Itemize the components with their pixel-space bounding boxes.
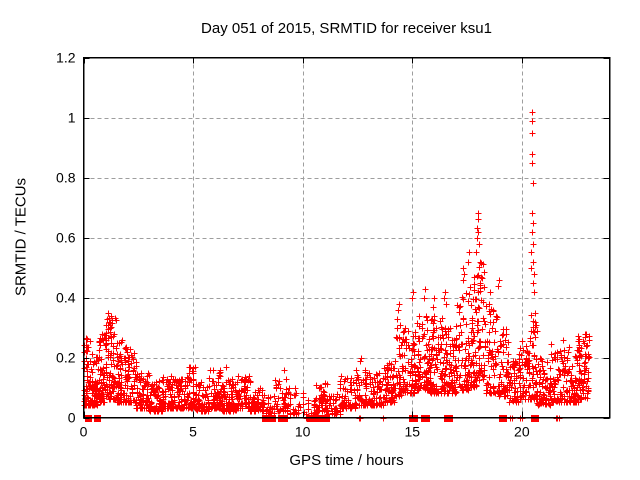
y-tick-label: 0.8 [56, 170, 76, 186]
y-tick-label: 0.2 [56, 350, 76, 366]
y-tick-label: 0.6 [56, 230, 76, 246]
y-tick-label: 1.2 [56, 50, 76, 66]
y-tick-label: 1 [68, 110, 76, 126]
x-tick-label: 5 [189, 424, 197, 440]
zero-value-square-markers [85, 415, 539, 422]
x-tick-label: 10 [295, 424, 311, 440]
x-tick-label: 0 [80, 424, 88, 440]
x-tick-label: 15 [404, 424, 420, 440]
x-tick-label: 20 [514, 424, 530, 440]
x-axis-label: GPS time / hours [289, 452, 404, 469]
y-tick-label: 0.4 [56, 290, 76, 306]
plot-border [82, 56, 611, 419]
y-tick-label: 0 [68, 410, 76, 426]
chart-title: Day 051 of 2015, SRMTID for receiver ksu… [201, 20, 492, 37]
scatter-plus-markers [81, 109, 593, 422]
